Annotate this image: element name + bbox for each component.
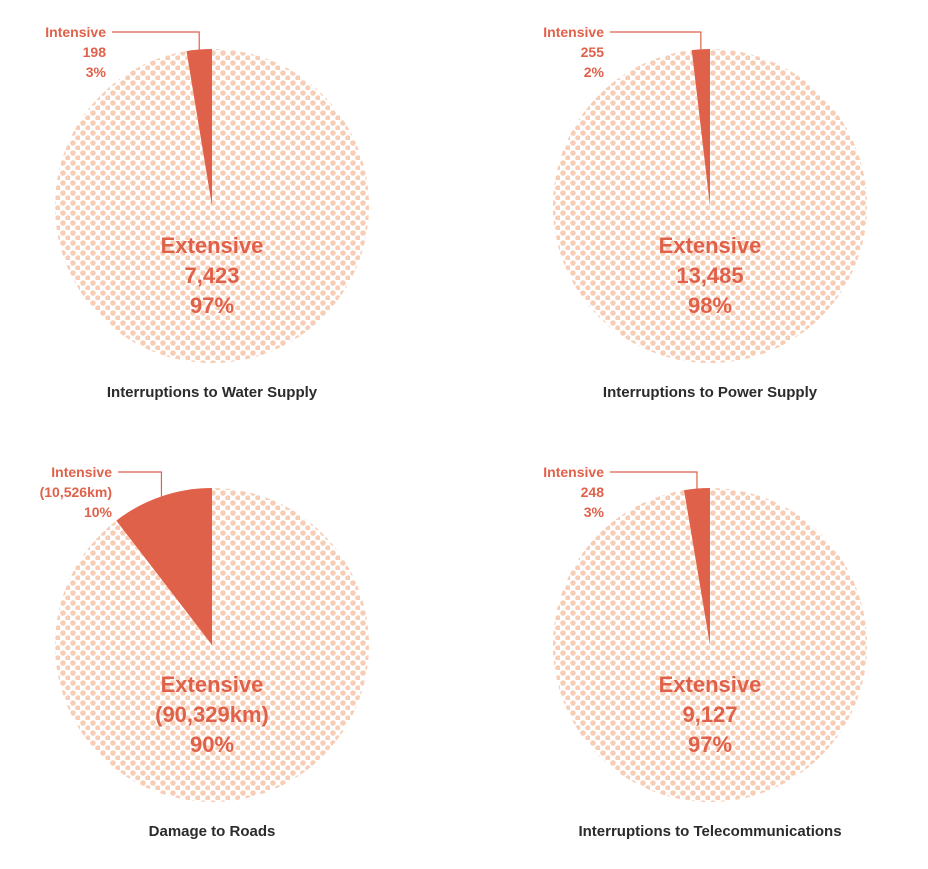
intensive-label-value: 255 [581, 44, 605, 60]
leader-line [610, 471, 698, 489]
pie-slice-intensive [691, 49, 710, 206]
intensive-label-value: 198 [83, 44, 107, 60]
extensive-label-name: Extensive [659, 233, 762, 258]
chart-caption: Interruptions to Water Supply [107, 384, 318, 401]
chart-caption: Interruptions to Telecommunications [578, 823, 841, 840]
pie-slice-extensive [55, 488, 370, 802]
intensive-label-value: 248 [581, 484, 605, 500]
pie-chart: Intensive 248 3% Extensive 9,127 97% Interrupt… [543, 464, 868, 840]
leader-line [610, 31, 702, 50]
extensive-label-value: 7,423 [184, 263, 239, 288]
intensive-label-value: (10,526km) [40, 484, 112, 500]
intensive-label-name: Intensive [543, 464, 604, 480]
chart-caption: Damage to Roads [149, 823, 276, 840]
extensive-label-percent: 98% [688, 293, 732, 318]
pie-chart: Intensive (10,526km) 10% Extensive (90,329km… [40, 464, 370, 840]
pie-slice-extensive [553, 487, 868, 803]
pie-chart: Intensive 198 3% Extensive 7,423 97% Interrupt… [45, 24, 370, 401]
intensive-label-percent: 2% [584, 64, 605, 80]
pie-chart: Intensive 255 2% Extensive 13,485 98% Interrup… [543, 24, 868, 401]
intensive-label-name: Intensive [45, 24, 106, 40]
extensive-label-percent: 97% [688, 732, 732, 757]
intensive-label-percent: 10% [84, 504, 113, 520]
leader-line [112, 31, 200, 50]
intensive-label-percent: 3% [584, 504, 605, 520]
extensive-label-name: Extensive [161, 672, 264, 697]
pie-slice-extensive [553, 49, 868, 364]
extensive-label-percent: 90% [190, 732, 234, 757]
intensive-label-percent: 3% [86, 64, 107, 80]
extensive-label-value: 9,127 [682, 702, 737, 727]
pie-slice-intensive [684, 488, 710, 645]
pie-slice-intensive [116, 488, 212, 645]
extensive-label-value: (90,329km) [155, 702, 269, 727]
chart-caption: Interruptions to Power Supply [603, 384, 818, 401]
extensive-label-value: 13,485 [676, 263, 743, 288]
extensive-label-name: Extensive [161, 233, 264, 258]
leader-line [118, 471, 163, 497]
intensive-label-name: Intensive [543, 24, 604, 40]
pie-slice-intensive [186, 49, 212, 206]
intensive-label-name: Intensive [51, 464, 112, 480]
extensive-label-percent: 97% [190, 293, 234, 318]
extensive-label-name: Extensive [659, 672, 762, 697]
